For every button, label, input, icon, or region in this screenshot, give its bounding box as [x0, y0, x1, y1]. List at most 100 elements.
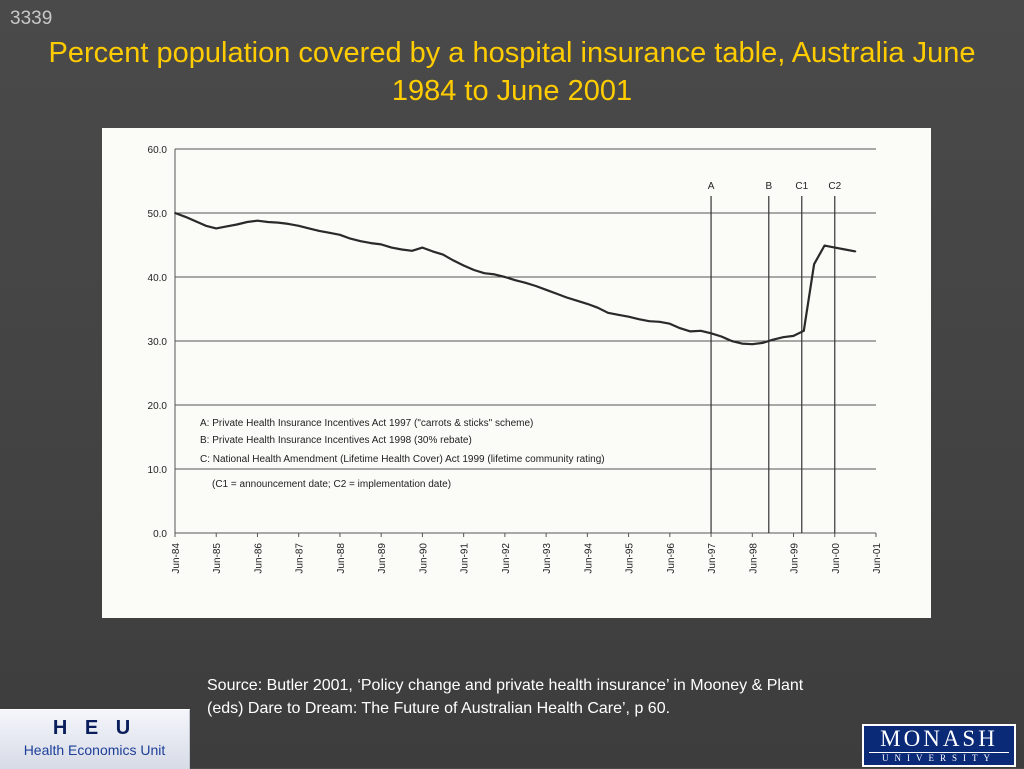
x-tick-label: Jun-93: [542, 543, 553, 574]
coverage-data-point: [679, 327, 682, 330]
monash-logo-name: MONASH: [880, 726, 998, 751]
coverage-data-point: [380, 243, 383, 246]
coverage-data-point: [555, 292, 558, 295]
coverage-data-point: [297, 224, 300, 227]
y-tick-label: 0.0: [153, 529, 167, 540]
coverage-data-point: [452, 259, 455, 262]
slide-number: 3339: [10, 8, 53, 29]
annotation-line: A: Private Health Insurance Incentives A…: [200, 418, 533, 429]
y-tick-label: 30.0: [148, 337, 168, 348]
coverage-data-point: [648, 320, 651, 323]
coverage-data-point: [576, 299, 578, 302]
coverage-data-point: [565, 296, 568, 299]
coverage-data-point: [813, 263, 816, 266]
coverage-data-point: [586, 302, 589, 305]
coverage-data-point: [184, 215, 187, 218]
coverage-line-chart: 0.0 10.0 20.0 30.0 40.0 50.0 60.0 Jun-84 Jun-85 J…: [148, 145, 883, 574]
coverage-data-point: [493, 273, 496, 276]
x-tick-label: Jun-90: [418, 543, 429, 574]
coverage-data-point: [390, 246, 393, 249]
coverage-data-point: [689, 330, 692, 333]
x-tick-label: Jun-01: [872, 543, 883, 574]
coverage-data-point: [442, 253, 444, 256]
coverage-data-point: [462, 264, 465, 267]
y-tick-label: 10.0: [148, 465, 168, 476]
coverage-data-point: [483, 272, 486, 275]
y-tick-label: 20.0: [148, 401, 168, 412]
coverage-data-point: [524, 281, 527, 284]
coverage-data-point: [627, 315, 630, 318]
coverage-data-point: [782, 336, 785, 339]
coverage-data-point: [658, 320, 661, 323]
chart-panel: 0.0 10.0 20.0 30.0 40.0 50.0 60.0 Jun-84 Jun-85 J…: [102, 128, 931, 618]
x-tick-label: Jun-84: [171, 543, 182, 574]
coverage-data-point: [802, 329, 805, 332]
coverage-data-point: [235, 223, 238, 226]
coverage-data-point: [308, 227, 310, 230]
x-tick-label: Jun-95: [625, 543, 636, 574]
x-tick-label: Jun-85: [212, 543, 223, 574]
marker-label-c1: C1: [795, 181, 808, 192]
coverage-data-point: [339, 233, 341, 236]
heu-logo: H E U Health Economics Unit: [0, 709, 190, 769]
coverage-data-point: [277, 221, 279, 224]
coverage-data-point: [514, 279, 517, 282]
coverage-data-point: [772, 338, 774, 341]
source-citation: Source: Butler 2001, ‘Policy change and …: [207, 677, 804, 717]
monash-university-logo: MONASH UNIVERSITY: [862, 724, 1016, 767]
x-tick-label: Jun-88: [336, 543, 347, 574]
coverage-data-point: [617, 313, 620, 316]
coverage-data-point: [328, 231, 331, 234]
y-tick-label: 40.0: [148, 273, 168, 284]
coverage-data-point: [400, 248, 403, 251]
coverage-data-point: [369, 242, 372, 244]
x-tick-label: Jun-97: [707, 543, 718, 574]
x-tick-label: Jun-87: [295, 543, 306, 574]
x-tick-label: Jun-96: [666, 543, 677, 574]
x-tick-label: Jun-94: [583, 543, 594, 574]
coverage-data-point: [246, 221, 249, 223]
x-tick-label: Jun-86: [253, 543, 264, 574]
coverage-data-point: [421, 246, 424, 249]
coverage-data-point: [730, 340, 733, 342]
marker-label-a: A: [708, 181, 715, 192]
annotation-line: B: Private Health Insurance Incentives A…: [200, 435, 472, 446]
coverage-data-point: [751, 343, 754, 346]
x-tick-label: Jun-99: [790, 543, 801, 574]
monash-logo-subtitle: UNIVERSITY: [869, 752, 1009, 764]
coverage-series-line: [174, 211, 856, 346]
coverage-data-point: [720, 335, 723, 338]
coverage-data-point: [668, 322, 671, 325]
heu-logo-full-name: Health Economics Unit: [23, 742, 166, 758]
coverage-data-point: [194, 220, 197, 223]
x-tick-label: Jun-92: [501, 543, 512, 574]
coverage-data-point: [761, 342, 764, 344]
coverage-data-point: [174, 212, 176, 214]
coverage-data-point: [349, 237, 352, 240]
x-tick-label: Jun-00: [831, 543, 842, 574]
coverage-data-point: [792, 334, 795, 337]
coverage-data-point: [854, 250, 857, 253]
coverage-data-point: [833, 246, 836, 249]
coverage-data-point: [823, 244, 826, 247]
coverage-data-point: [359, 240, 362, 243]
coverage-data-point: [431, 250, 434, 253]
y-tick-label: 60.0: [148, 145, 168, 156]
coverage-data-point: [318, 230, 321, 232]
x-tick-label: Jun-89: [377, 543, 388, 574]
coverage-data-point: [699, 329, 702, 332]
coverage-data-point: [607, 311, 609, 314]
coverage-data-point: [215, 227, 218, 230]
coverage-data-point: [596, 306, 599, 309]
coverage-data-point: [225, 225, 228, 228]
coverage-data-point: [545, 288, 548, 291]
x-tick-label: Jun-91: [460, 543, 471, 574]
coverage-data-point: [710, 332, 712, 335]
marker-label-c2: C2: [828, 181, 841, 192]
heu-logo-abbreviation: H E U: [52, 717, 137, 739]
marker-label-b: B: [765, 181, 772, 192]
coverage-data-point: [266, 221, 269, 223]
coverage-data-point: [411, 249, 414, 252]
coverage-data-point: [287, 222, 290, 225]
coverage-data-point: [534, 285, 537, 287]
